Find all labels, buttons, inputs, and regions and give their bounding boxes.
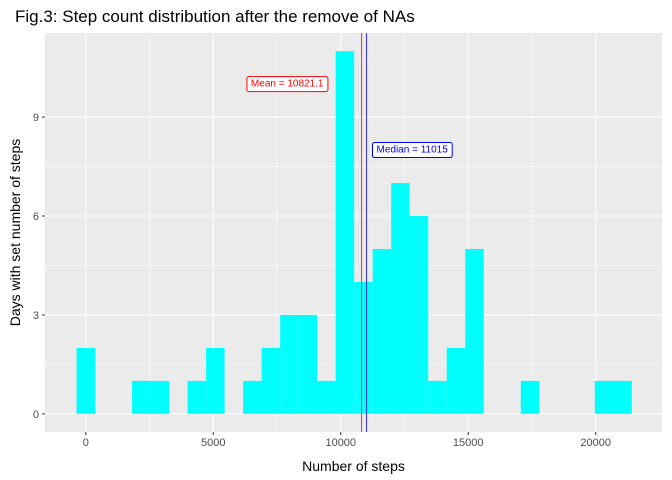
histogram-bar bbox=[150, 380, 170, 414]
histogram-bar bbox=[76, 347, 96, 414]
mean-label-box bbox=[246, 76, 329, 93]
annotations: Mean = 10821.1 Median = 11015 bbox=[246, 76, 453, 159]
histogram-bar bbox=[280, 314, 299, 414]
histogram-bar bbox=[187, 380, 207, 414]
histogram-bar bbox=[520, 380, 540, 414]
mean-label-text: Mean = 10821.1 bbox=[251, 79, 324, 90]
chart-title: Fig.3: Step count distribution after the… bbox=[15, 7, 415, 26]
y-tick-label: 9 bbox=[33, 112, 39, 124]
y-tick-label: 3 bbox=[33, 310, 39, 322]
histogram-bar bbox=[391, 183, 410, 414]
histogram-bar bbox=[298, 314, 318, 414]
histogram-bar bbox=[206, 347, 225, 414]
median-label-box bbox=[372, 142, 453, 159]
histogram-bar bbox=[428, 380, 447, 414]
x-tick-label: 5000 bbox=[201, 437, 225, 449]
histogram-bar bbox=[261, 347, 281, 414]
histogram-bar bbox=[613, 380, 632, 414]
reference-lines bbox=[361, 33, 368, 432]
bars bbox=[76, 51, 632, 414]
mean-label: Mean = 10821.1 bbox=[246, 76, 329, 93]
histogram-bar bbox=[354, 281, 373, 414]
y-tick-label: 0 bbox=[33, 409, 39, 421]
x-tick-label: 15000 bbox=[453, 437, 484, 449]
histogram-bar bbox=[409, 216, 429, 414]
y-tick-label: 6 bbox=[33, 211, 39, 223]
x-tick-label: 20000 bbox=[580, 437, 611, 449]
histogram-bar bbox=[335, 51, 355, 414]
histogram-bar bbox=[243, 380, 262, 414]
axes: 0 5000 10000 15000 20000 0 3 6 9 bbox=[33, 112, 611, 449]
histogram-bar bbox=[317, 380, 336, 414]
x-axis-title: Number of steps bbox=[302, 458, 405, 474]
y-axis-title: Days with set number of steps bbox=[7, 139, 23, 327]
x-tick-label: 0 bbox=[83, 437, 89, 449]
median-label-text: Median = 11015 bbox=[377, 145, 449, 156]
histogram-bar bbox=[465, 248, 484, 414]
histogram-bar bbox=[132, 380, 151, 414]
histogram-bar bbox=[446, 347, 466, 414]
x-tick-label: 10000 bbox=[325, 437, 356, 449]
histogram-bar bbox=[594, 380, 614, 414]
median-label: Median = 11015 bbox=[372, 142, 453, 159]
histogram-bar bbox=[372, 248, 392, 414]
